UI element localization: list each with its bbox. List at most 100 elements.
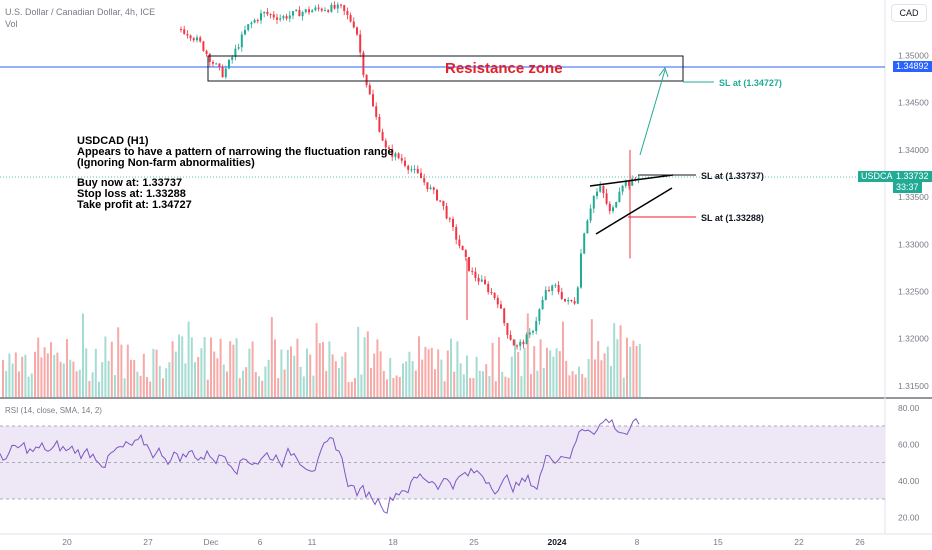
volume-bar [606,346,609,397]
candle-body [365,74,368,86]
volume-bar [574,374,577,397]
volume-bar [494,381,497,397]
candle-body [477,277,480,282]
volume-bar [434,369,436,397]
candle-body [458,239,461,246]
candle-body [314,7,317,11]
volume-bar [2,359,4,397]
candle-body [464,250,467,258]
volume-bar [411,361,414,397]
volume-bar [213,351,216,397]
candle-body [183,29,186,34]
volume-bar [581,374,584,397]
candle-body [327,10,330,12]
volume-bar [296,338,299,397]
volume-bar [562,321,564,397]
candle-body [455,227,458,240]
volume-bar [133,360,136,397]
currency-button[interactable]: CAD [891,4,927,22]
candle-body [471,270,474,272]
candle-body [506,323,509,335]
candle-body [311,10,314,13]
volume-bar [114,375,116,397]
candle-body [298,9,301,17]
volume-bar [155,349,158,397]
candle-body [391,148,394,157]
candle-body [256,19,259,21]
time-tick-label: 15 [713,537,723,547]
volume-bar [318,343,321,397]
rsi-indicator-label[interactable]: RSI (14, close, SMA, 14, 2) [5,406,102,415]
candle-body [605,193,608,204]
candle-body [480,279,483,282]
volume-bar [171,341,174,397]
resistance-zone-label: Resistance zone [445,60,563,77]
volume-bar [254,371,257,397]
candle-body [618,191,621,202]
volume-bar [8,353,11,397]
candle-body [346,11,349,15]
volume-bar [338,368,340,397]
volume-bar [334,361,337,397]
candle-body [436,189,438,201]
volume-bar [94,348,97,397]
candle-body [490,292,493,294]
candle-body [349,14,352,22]
candle-body [557,285,560,292]
volume-bar [418,336,420,397]
volume-bar [136,371,139,397]
candle-body [570,299,573,302]
sl-low-label: SL at (1.33288) [701,213,764,223]
volume-bar [357,326,360,397]
blue-line-price-tag: 1.34892 [893,61,932,72]
volume-bar [146,377,148,397]
volume-bar [309,354,312,397]
triangle-upper-line [589,174,674,187]
volume-bar [306,348,308,397]
volume-bar [424,346,427,397]
candle-body [528,332,531,335]
volume-bar [11,363,14,397]
volume-bar [498,337,500,397]
volume-bar [370,368,372,397]
candle-body [192,38,195,41]
volume-bar [178,334,180,397]
volume-bar [123,378,126,397]
volume-label[interactable]: Vol [5,19,18,29]
time-tick-label: 6 [258,537,263,547]
analysis-note: USDCAD (H1) Appears to have a pattern of… [77,136,394,211]
candle-body [199,37,202,42]
volume-bar [459,363,462,397]
time-tick-label: 27 [143,537,153,547]
volume-bar [104,336,107,397]
candle-body [487,284,490,293]
candle-body [400,158,403,161]
candle-body [484,279,486,285]
volume-bar [293,355,296,397]
candle-body [532,331,534,333]
volume-bar [389,358,392,397]
symbol-title[interactable]: U.S. Dollar / Canadian Dollar, 4h, ICE [5,7,156,17]
volume-bar [549,350,552,397]
volume-bar [382,370,385,397]
volume-bar [130,359,132,397]
candle-body [621,185,624,192]
candle-body [330,4,333,12]
rsi-line [0,418,640,514]
candle-body [250,22,253,25]
volume-bar [30,373,33,397]
volume-bar [238,378,241,397]
current-price-tag: 1.33732 [893,171,932,182]
candle-body [410,169,413,171]
volume-bar [194,362,196,397]
volume-bar [21,356,24,397]
candle-body [397,153,400,159]
candle-body [631,178,634,186]
candle-body [304,9,307,13]
volume-bar [165,368,168,397]
volume-bar [40,357,43,397]
volume-bar [485,364,488,397]
countdown-tag: 33:37 [893,182,922,193]
